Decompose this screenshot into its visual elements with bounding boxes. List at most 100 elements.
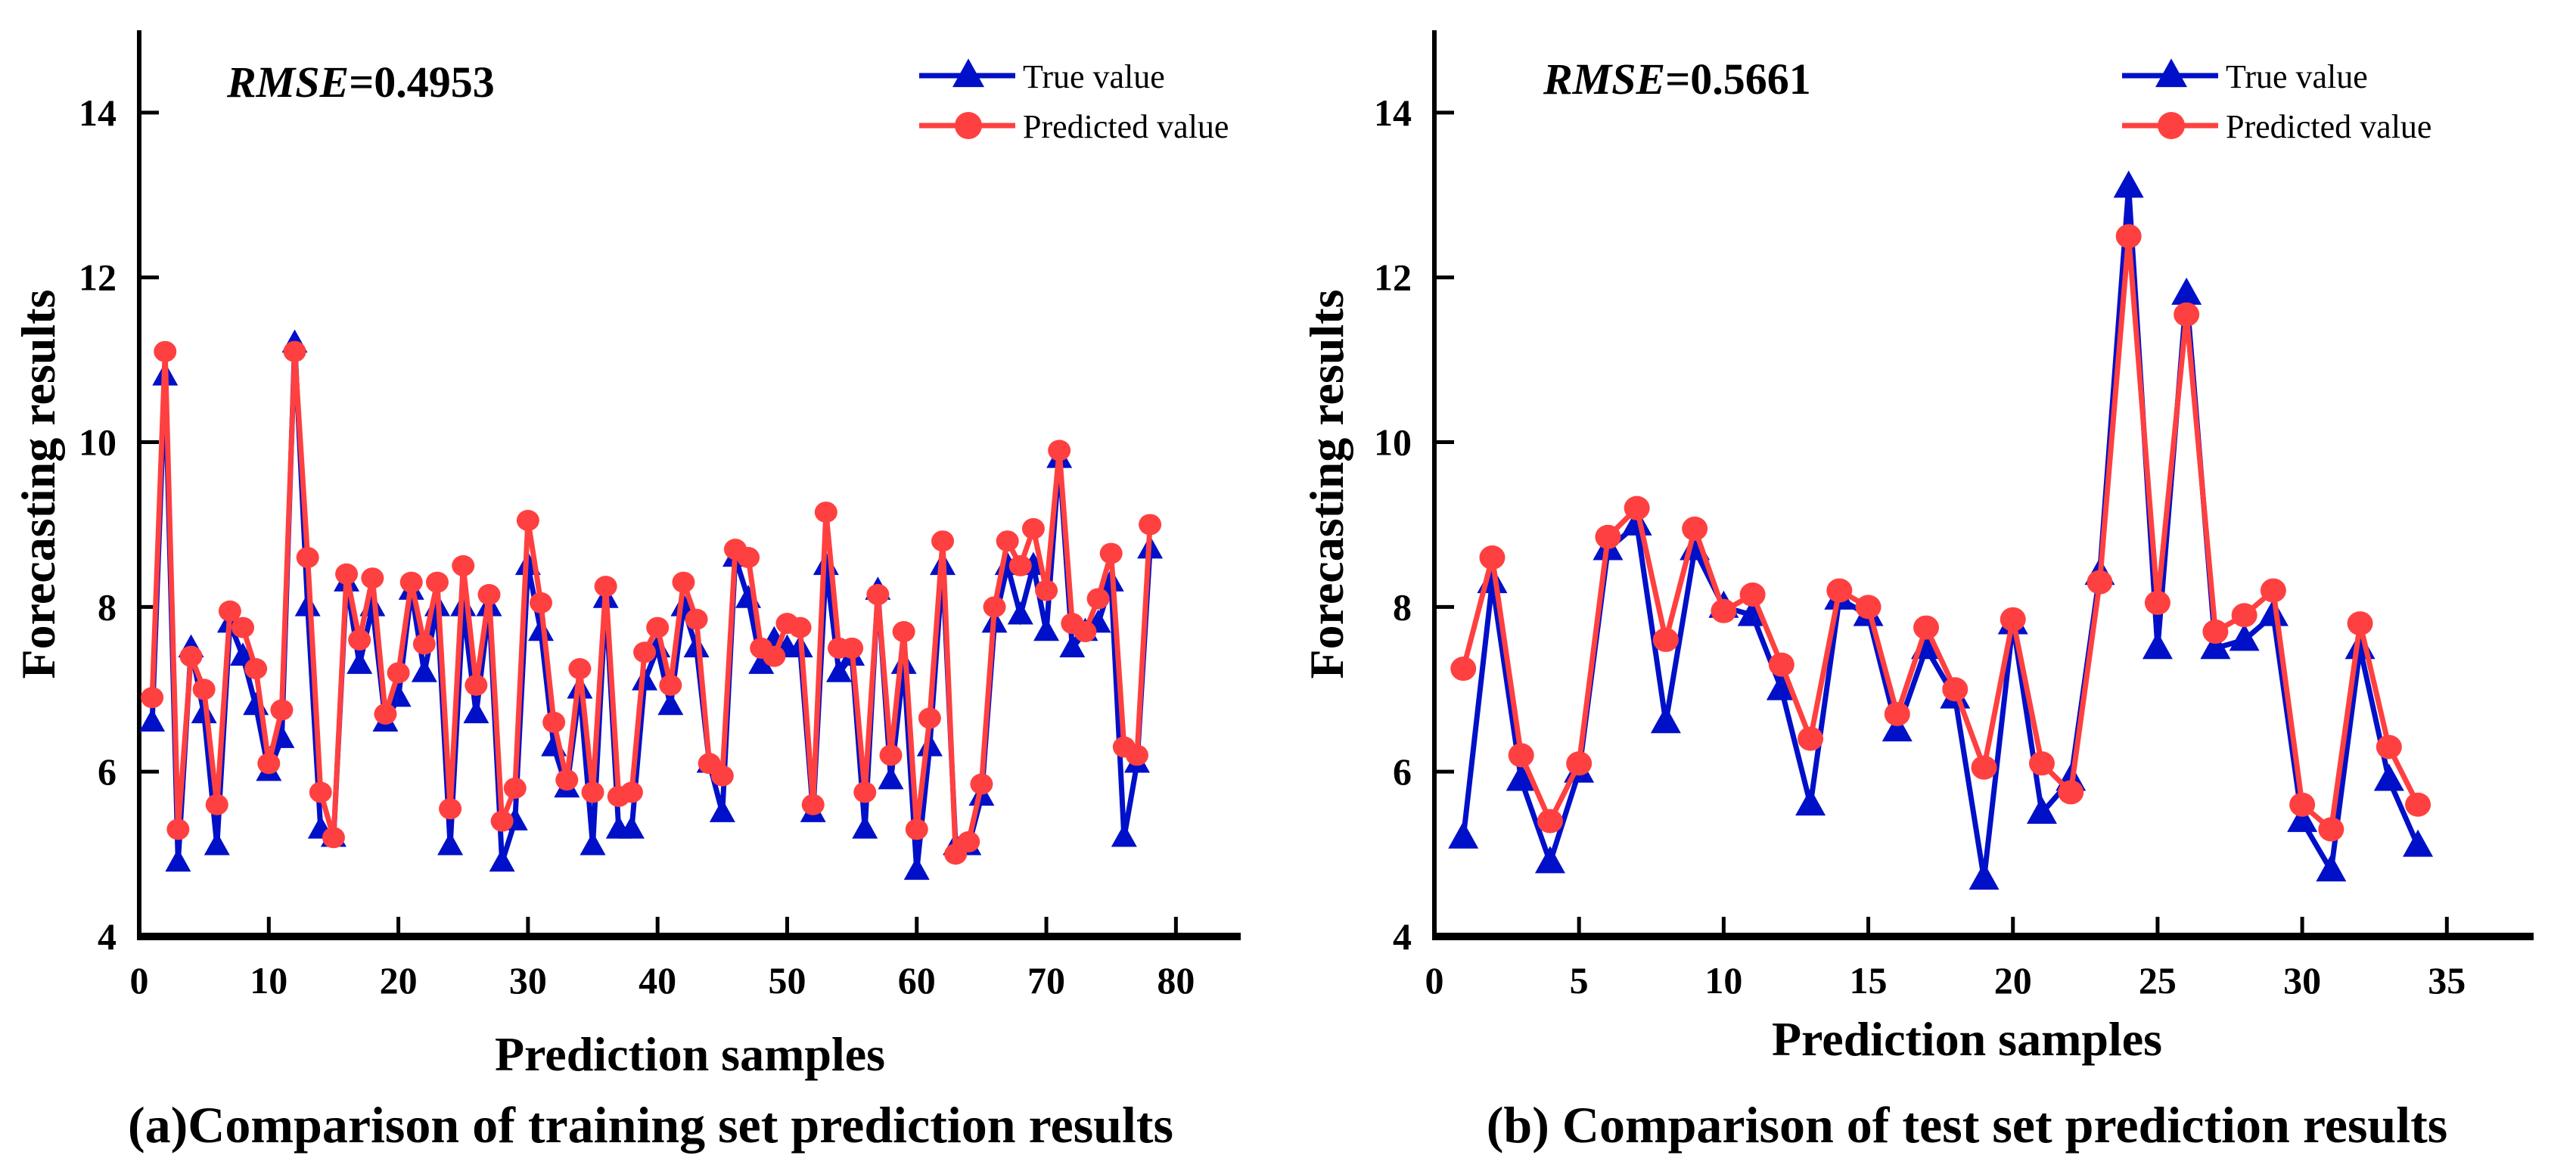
legend-marker-true [952,58,984,88]
true-value-point [230,642,256,666]
true-value-point [1766,672,1797,700]
predicted-value-point [270,699,294,721]
legend-marker-true [2155,58,2187,88]
predicted-value-point [957,831,980,853]
true-value-point [463,700,489,724]
rmse-label-training: RMSE=0.4953 [226,57,495,107]
y-tick-label: 10 [79,421,117,464]
true-value-point [139,708,166,732]
x-tick-label: 15 [1850,959,1888,1002]
predicted-value-point [1826,578,1853,603]
predicted-value-point [516,510,539,532]
y-tick-label: 6 [98,750,117,793]
predicted-value-point [2260,578,2286,603]
predicted-value-point [841,637,864,659]
x-tick-label: 60 [898,959,936,1002]
predicted-value-point [801,794,825,815]
predicted-value-point [1074,621,1097,643]
true-value-point [1650,706,1681,734]
predicted-value-point [231,617,255,638]
predicted-value-point [477,584,501,606]
y-tick-label: 4 [1393,915,1412,958]
predicted-value-point [918,707,941,729]
predicted-value-point [866,584,890,606]
true-value-point [2200,632,2231,660]
legend [2122,58,2218,139]
y-tick-label: 8 [1393,585,1412,628]
x-tick-label: 35 [2428,959,2466,1002]
predicted-value-point [2087,570,2113,595]
predicted-value-line [149,351,1153,860]
predicted-value-point [179,645,203,667]
true-value-line [1460,186,2421,880]
predicted-value-point [425,571,449,593]
predicted-value-point [1652,627,1679,652]
legend [919,58,1015,139]
predicted-value-point [412,633,436,655]
predicted-value-point [1008,554,1032,576]
x-tick-label: 20 [1994,959,2032,1002]
y-tick-label: 10 [1374,421,1412,464]
true-value-point [618,815,645,839]
predicted-value-point [983,596,1006,618]
predicted-value-point [154,340,177,362]
y-tick-label: 14 [79,92,117,134]
true-value-point [1448,821,1479,849]
predicted-value-point [1508,743,1534,768]
predicted-value-point [309,781,332,803]
predicted-value-point [2231,603,2257,628]
predicted-value-point [399,571,423,593]
legend-label-true: True value [1023,58,1165,95]
predicted-value-point [931,530,955,552]
predicted-value-point [322,827,345,849]
predicted-value-point [2347,611,2373,636]
predicted-value-point [141,687,164,709]
predicted-value-point [659,674,682,696]
predicted-value-point [244,658,268,680]
series-true-value [1448,170,2434,890]
predicted-value-point [387,662,410,684]
predicted-value-point [530,592,553,613]
predicted-value-point [1798,726,1824,751]
true-value-point [2113,170,2144,198]
true-value-point [411,659,437,682]
predicted-value-point [283,340,306,362]
predicted-value-point [1711,598,1737,623]
predicted-value-point [1884,701,1910,726]
y-axis-title: Forecasting results [11,290,65,679]
legend-label-pred: Predicted value [2226,108,2432,145]
predicted-value-point [1035,579,1058,601]
predicted-value-point [503,777,527,799]
predicted-value-point [1595,524,1621,549]
predicted-value-point [439,798,462,820]
true-value-point [437,831,464,856]
true-value-point [1969,862,2000,890]
predicted-value-point [1048,439,1071,461]
predicted-value-point [788,617,812,638]
true-value-point [243,691,269,716]
predicted-value-point [1021,517,1045,539]
true-value-point [528,617,555,641]
true-value-point [825,659,852,682]
true-value-point [1534,846,1565,874]
predicted-value-point [1971,755,1997,780]
predicted-value-point [2405,792,2432,817]
predicted-value-point [374,703,397,725]
true-value-point [2026,797,2057,825]
true-value-point [204,831,230,856]
true-value-point [903,856,930,880]
true-value-point [1007,601,1033,625]
true-value-point [852,815,878,839]
predicted-value-point [555,769,579,791]
predicted-value-point [1682,516,1708,541]
true-value-point [2373,763,2404,791]
x-tick-label: 10 [250,959,287,1002]
rmse-label-test: RMSE=0.5661 [1543,54,1811,104]
y-tick-label: 8 [98,585,117,628]
true-value-point [878,766,904,790]
predicted-value-point [490,810,514,832]
predicted-value-point [218,600,241,622]
true-value-point [2316,854,2347,882]
true-value-point [670,593,697,617]
predicted-value-point [970,773,993,795]
